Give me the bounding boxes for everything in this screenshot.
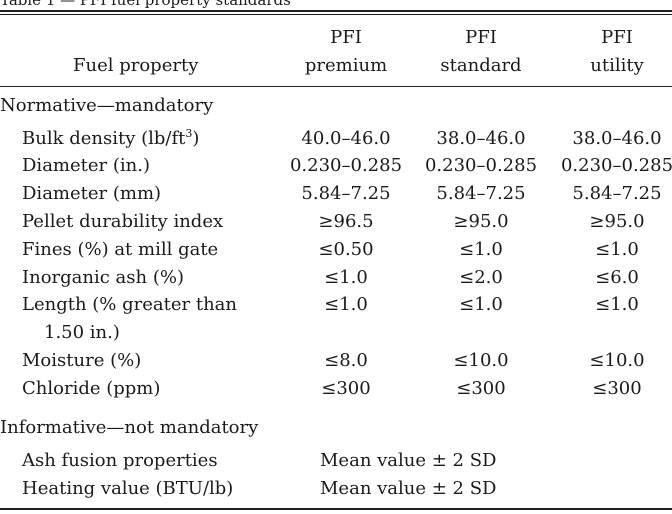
cell-utility: ≥95.0 [589, 211, 645, 232]
row-label: Bulk density (lb/ft3) [22, 127, 200, 149]
row-label: Heating value (BTU/lb) [22, 478, 234, 499]
top-rule [0, 10, 672, 12]
row-label: Inorganic ash (%) [22, 267, 184, 288]
row-label-continuation: 1.50 in.) [44, 322, 120, 343]
table-caption: Table 1 — PFI fuel property standards [0, 0, 291, 9]
cell-premium: ≤1.0 [324, 267, 368, 288]
section-normative: Normative—mandatory [0, 95, 214, 116]
row-label: Pellet durability index [22, 211, 224, 232]
cell-value: Mean value ± 2 SD [320, 478, 497, 499]
cell-premium: 0.230–0.285 [289, 155, 403, 176]
cell-standard: 5.84–7.25 [436, 183, 526, 204]
section-informative: Informative—not mandatory [0, 417, 259, 438]
cell-premium: ≤8.0 [324, 350, 368, 371]
superscript: 3 [185, 127, 193, 140]
cell-standard: ≤1.0 [459, 294, 503, 315]
cell-standard: ≤10.0 [453, 350, 509, 371]
row-label: Diameter (mm) [22, 183, 162, 204]
cell-utility: ≤10.0 [589, 350, 645, 371]
row-label: Length (% greater than [22, 294, 237, 315]
col-standard-top: PFI [465, 27, 497, 48]
col-premium-top: PFI [330, 27, 362, 48]
row-label: Chloride (ppm) [22, 378, 161, 399]
cell-premium: ≤300 [321, 378, 371, 399]
cell-utility: ≤1.0 [595, 239, 639, 260]
col-property-header: Fuel property [73, 55, 199, 76]
bottom-rule [0, 508, 672, 510]
cell-premium: 5.84–7.25 [301, 183, 391, 204]
cell-value: Mean value ± 2 SD [320, 450, 497, 471]
top-rule-thin [0, 14, 672, 15]
col-standard-bottom: standard [440, 55, 522, 76]
cell-premium: ≥96.5 [318, 211, 374, 232]
cell-standard: ≥95.0 [453, 211, 509, 232]
col-utility-bottom: utility [590, 55, 644, 76]
cell-standard: 0.230–0.285 [424, 155, 538, 176]
cell-premium: 40.0–46.0 [301, 128, 391, 149]
col-premium-bottom: premium [304, 55, 388, 76]
row-label: Diameter (in.) [22, 155, 150, 176]
cell-standard: 38.0–46.0 [436, 128, 526, 149]
cell-utility: 0.230–0.285 [560, 155, 672, 176]
cell-utility: ≤6.0 [595, 267, 639, 288]
row-label: Moisture (%) [22, 350, 142, 371]
cell-utility: 5.84–7.25 [572, 183, 662, 204]
header-rule [0, 86, 672, 87]
cell-premium: ≤0.50 [318, 239, 374, 260]
cell-standard: ≤1.0 [459, 239, 503, 260]
cell-premium: ≤1.0 [324, 294, 368, 315]
row-label: Fines (%) at mill gate [22, 239, 219, 260]
cell-standard: ≤300 [456, 378, 506, 399]
cell-utility: ≤300 [592, 378, 642, 399]
cell-utility: ≤1.0 [595, 294, 639, 315]
row-label: Ash fusion properties [22, 450, 218, 471]
col-utility-top: PFI [601, 27, 633, 48]
cell-utility: 38.0–46.0 [572, 128, 662, 149]
cell-standard: ≤2.0 [459, 267, 503, 288]
